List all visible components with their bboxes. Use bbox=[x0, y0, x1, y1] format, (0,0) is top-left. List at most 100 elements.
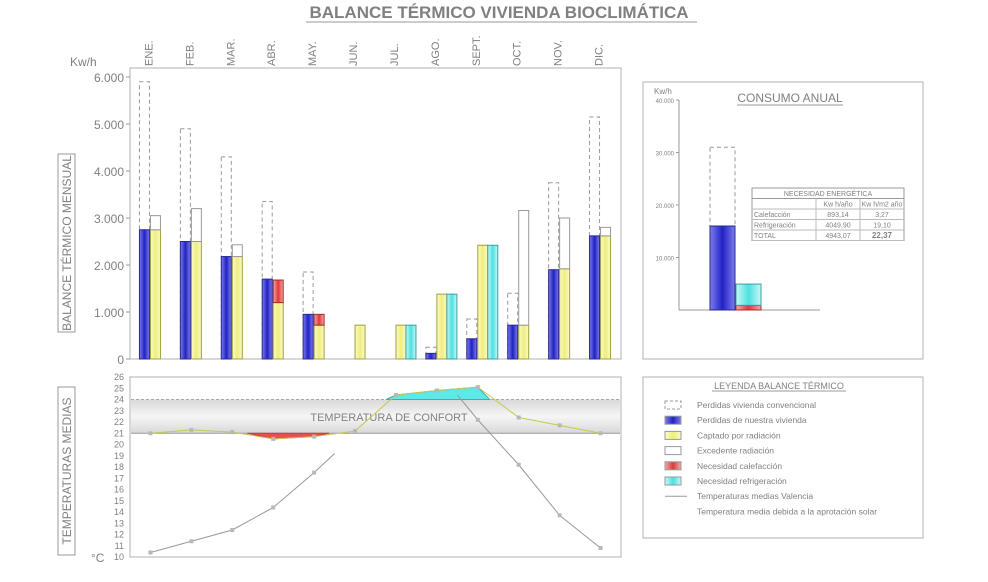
temp-solar-point bbox=[271, 436, 276, 441]
bar-perdidas-vivienda bbox=[589, 235, 601, 360]
month-label: OCT. bbox=[512, 41, 524, 66]
month-label: AGO. bbox=[430, 38, 442, 66]
temp-solar-point bbox=[189, 427, 194, 432]
bar-captado-radiacion bbox=[190, 241, 202, 360]
temp-ytick-label: 14 bbox=[114, 507, 124, 517]
annual-ytick-label: 10.000 bbox=[656, 257, 675, 263]
bar-captado-radiacion bbox=[436, 293, 448, 360]
bar-ytick-label: 2.000 bbox=[94, 259, 124, 273]
legend-label: Perdidas vivienda convencional bbox=[697, 400, 816, 410]
bar-perdidas-convencional bbox=[138, 81, 150, 360]
temp-ytick-label: 11 bbox=[115, 541, 124, 551]
legend-label: Necesidad calefacción bbox=[697, 461, 782, 471]
bar-necesidad-refrigeracion bbox=[487, 244, 499, 360]
legend-label: Perdidas de nuestra vivienda bbox=[697, 415, 807, 425]
bar-perdidas-vivienda bbox=[466, 338, 478, 360]
bar-necesidad-calefaccion bbox=[272, 279, 284, 304]
bar-ylabel-box bbox=[57, 153, 76, 333]
bar-perdidas-vivienda bbox=[138, 229, 150, 360]
temp-ytick-label: 12 bbox=[114, 530, 124, 540]
legend-swatch bbox=[664, 415, 682, 425]
bar-captado-radiacion bbox=[231, 256, 243, 360]
month-label: JUN. bbox=[348, 42, 360, 66]
bar-excedente-radiacion bbox=[600, 226, 612, 237]
temp-ytick-label: 24 bbox=[114, 395, 124, 405]
bar-captado-radiacion bbox=[272, 302, 284, 360]
legend-label: Temperaturas medias Valencia bbox=[697, 491, 813, 501]
legend-swatch bbox=[664, 400, 682, 410]
month-label: ENE. bbox=[143, 40, 155, 66]
temp-valencia-point bbox=[516, 462, 521, 467]
temp-valencia-line bbox=[150, 453, 335, 553]
temp-solar-point bbox=[230, 430, 235, 435]
temp-valencia-point bbox=[312, 470, 317, 475]
month-label: NOV. bbox=[553, 40, 565, 66]
temp-valencia-point bbox=[148, 550, 153, 555]
temp-ytick-label: 16 bbox=[114, 485, 124, 495]
legend-label: Necesidad refrigeración bbox=[697, 476, 787, 486]
need-table-cell: 3,27 bbox=[875, 212, 889, 219]
temp-chart-unit: °C bbox=[91, 551, 105, 565]
bar-ytick-label: 5.000 bbox=[94, 118, 124, 132]
need-table-cell: Calefacción bbox=[754, 212, 791, 219]
temp-ytick-label: 13 bbox=[114, 518, 124, 528]
month-label: FEB. bbox=[184, 42, 196, 66]
legend-swatch bbox=[664, 446, 682, 456]
need-table-header: Kw h/año bbox=[823, 202, 852, 209]
comfort-band-label: TEMPERATURA DE CONFORT bbox=[310, 412, 468, 424]
need-table-title: NECESIDAD ENERGÉTICA bbox=[784, 189, 873, 198]
need-table bbox=[751, 187, 905, 241]
legend-swatch bbox=[664, 430, 682, 440]
temp-solar-point bbox=[516, 415, 521, 420]
month-label: DIC. bbox=[594, 44, 606, 66]
legend-frame bbox=[642, 376, 924, 539]
bar-chart-unit: Kw/h bbox=[70, 55, 97, 69]
need-table-cell: 22,37 bbox=[872, 231, 893, 240]
temp-chart-frame bbox=[129, 376, 622, 558]
need-table-cell: 4943,07 bbox=[825, 233, 850, 240]
bar-captado-radiacion bbox=[354, 324, 366, 360]
bar-perdidas-vivienda bbox=[261, 278, 273, 360]
bar-perdidas-vivienda bbox=[302, 313, 314, 360]
need-table-header: Kw h/m2 año bbox=[862, 202, 903, 209]
temp-ytick-label: 10 bbox=[114, 552, 124, 562]
bar-excedente-radiacion bbox=[518, 209, 530, 326]
bar-captado-radiacion bbox=[313, 324, 325, 360]
temp-solar-point bbox=[148, 431, 153, 436]
annual-bar-vivienda bbox=[709, 225, 736, 311]
temp-solar-point bbox=[434, 388, 439, 393]
annual-ytick-label: 20.000 bbox=[656, 204, 675, 210]
annual-unit: Kw/h bbox=[654, 87, 672, 96]
bar-excedente-radiacion bbox=[190, 208, 202, 243]
bar-perdidas-vivienda bbox=[425, 352, 437, 360]
bar-captado-radiacion bbox=[395, 324, 407, 360]
legend-swatch bbox=[664, 476, 682, 486]
temp-ytick-label: 17 bbox=[114, 473, 124, 483]
temp-ytick-label: 20 bbox=[114, 440, 124, 450]
bar-perdidas-vivienda bbox=[507, 324, 519, 360]
month-label: MAY. bbox=[307, 41, 319, 66]
temp-valencia-point bbox=[189, 539, 194, 544]
temp-ytick-label: 15 bbox=[114, 496, 124, 506]
temp-ytick-label: 21 bbox=[114, 428, 124, 438]
temp-valencia-point bbox=[230, 528, 235, 532]
bar-perdidas-vivienda bbox=[220, 256, 232, 360]
temp-chart-ylabel: TEMPERATURAS MEDIAS bbox=[60, 397, 74, 544]
comfort-band bbox=[131, 399, 620, 434]
temp-ytick-label: 18 bbox=[114, 462, 124, 472]
bar-captado-radiacion bbox=[149, 229, 161, 360]
month-label: JUL. bbox=[389, 43, 401, 66]
main-title: BALANCE TÉRMICO VIVIENDA BIOCLIMÁTICA bbox=[309, 3, 688, 22]
bar-ytick-label: 4.000 bbox=[94, 165, 124, 179]
temp-solar-point bbox=[557, 423, 562, 428]
bar-necesidad-refrigeracion bbox=[446, 293, 458, 360]
temp-valencia-point bbox=[598, 546, 603, 550]
bar-ytick-label: 0 bbox=[117, 353, 124, 367]
bar-captado-radiacion bbox=[600, 235, 612, 360]
need-table-cell: Refrigeración bbox=[754, 223, 796, 230]
temp-solar-point bbox=[475, 385, 480, 390]
legend-label: Captado por radiación bbox=[697, 430, 781, 440]
need-table-cell: 19,10 bbox=[873, 223, 891, 230]
bar-ytick-label: 1.000 bbox=[94, 306, 124, 320]
need-table-cell: 893,14 bbox=[827, 212, 849, 219]
